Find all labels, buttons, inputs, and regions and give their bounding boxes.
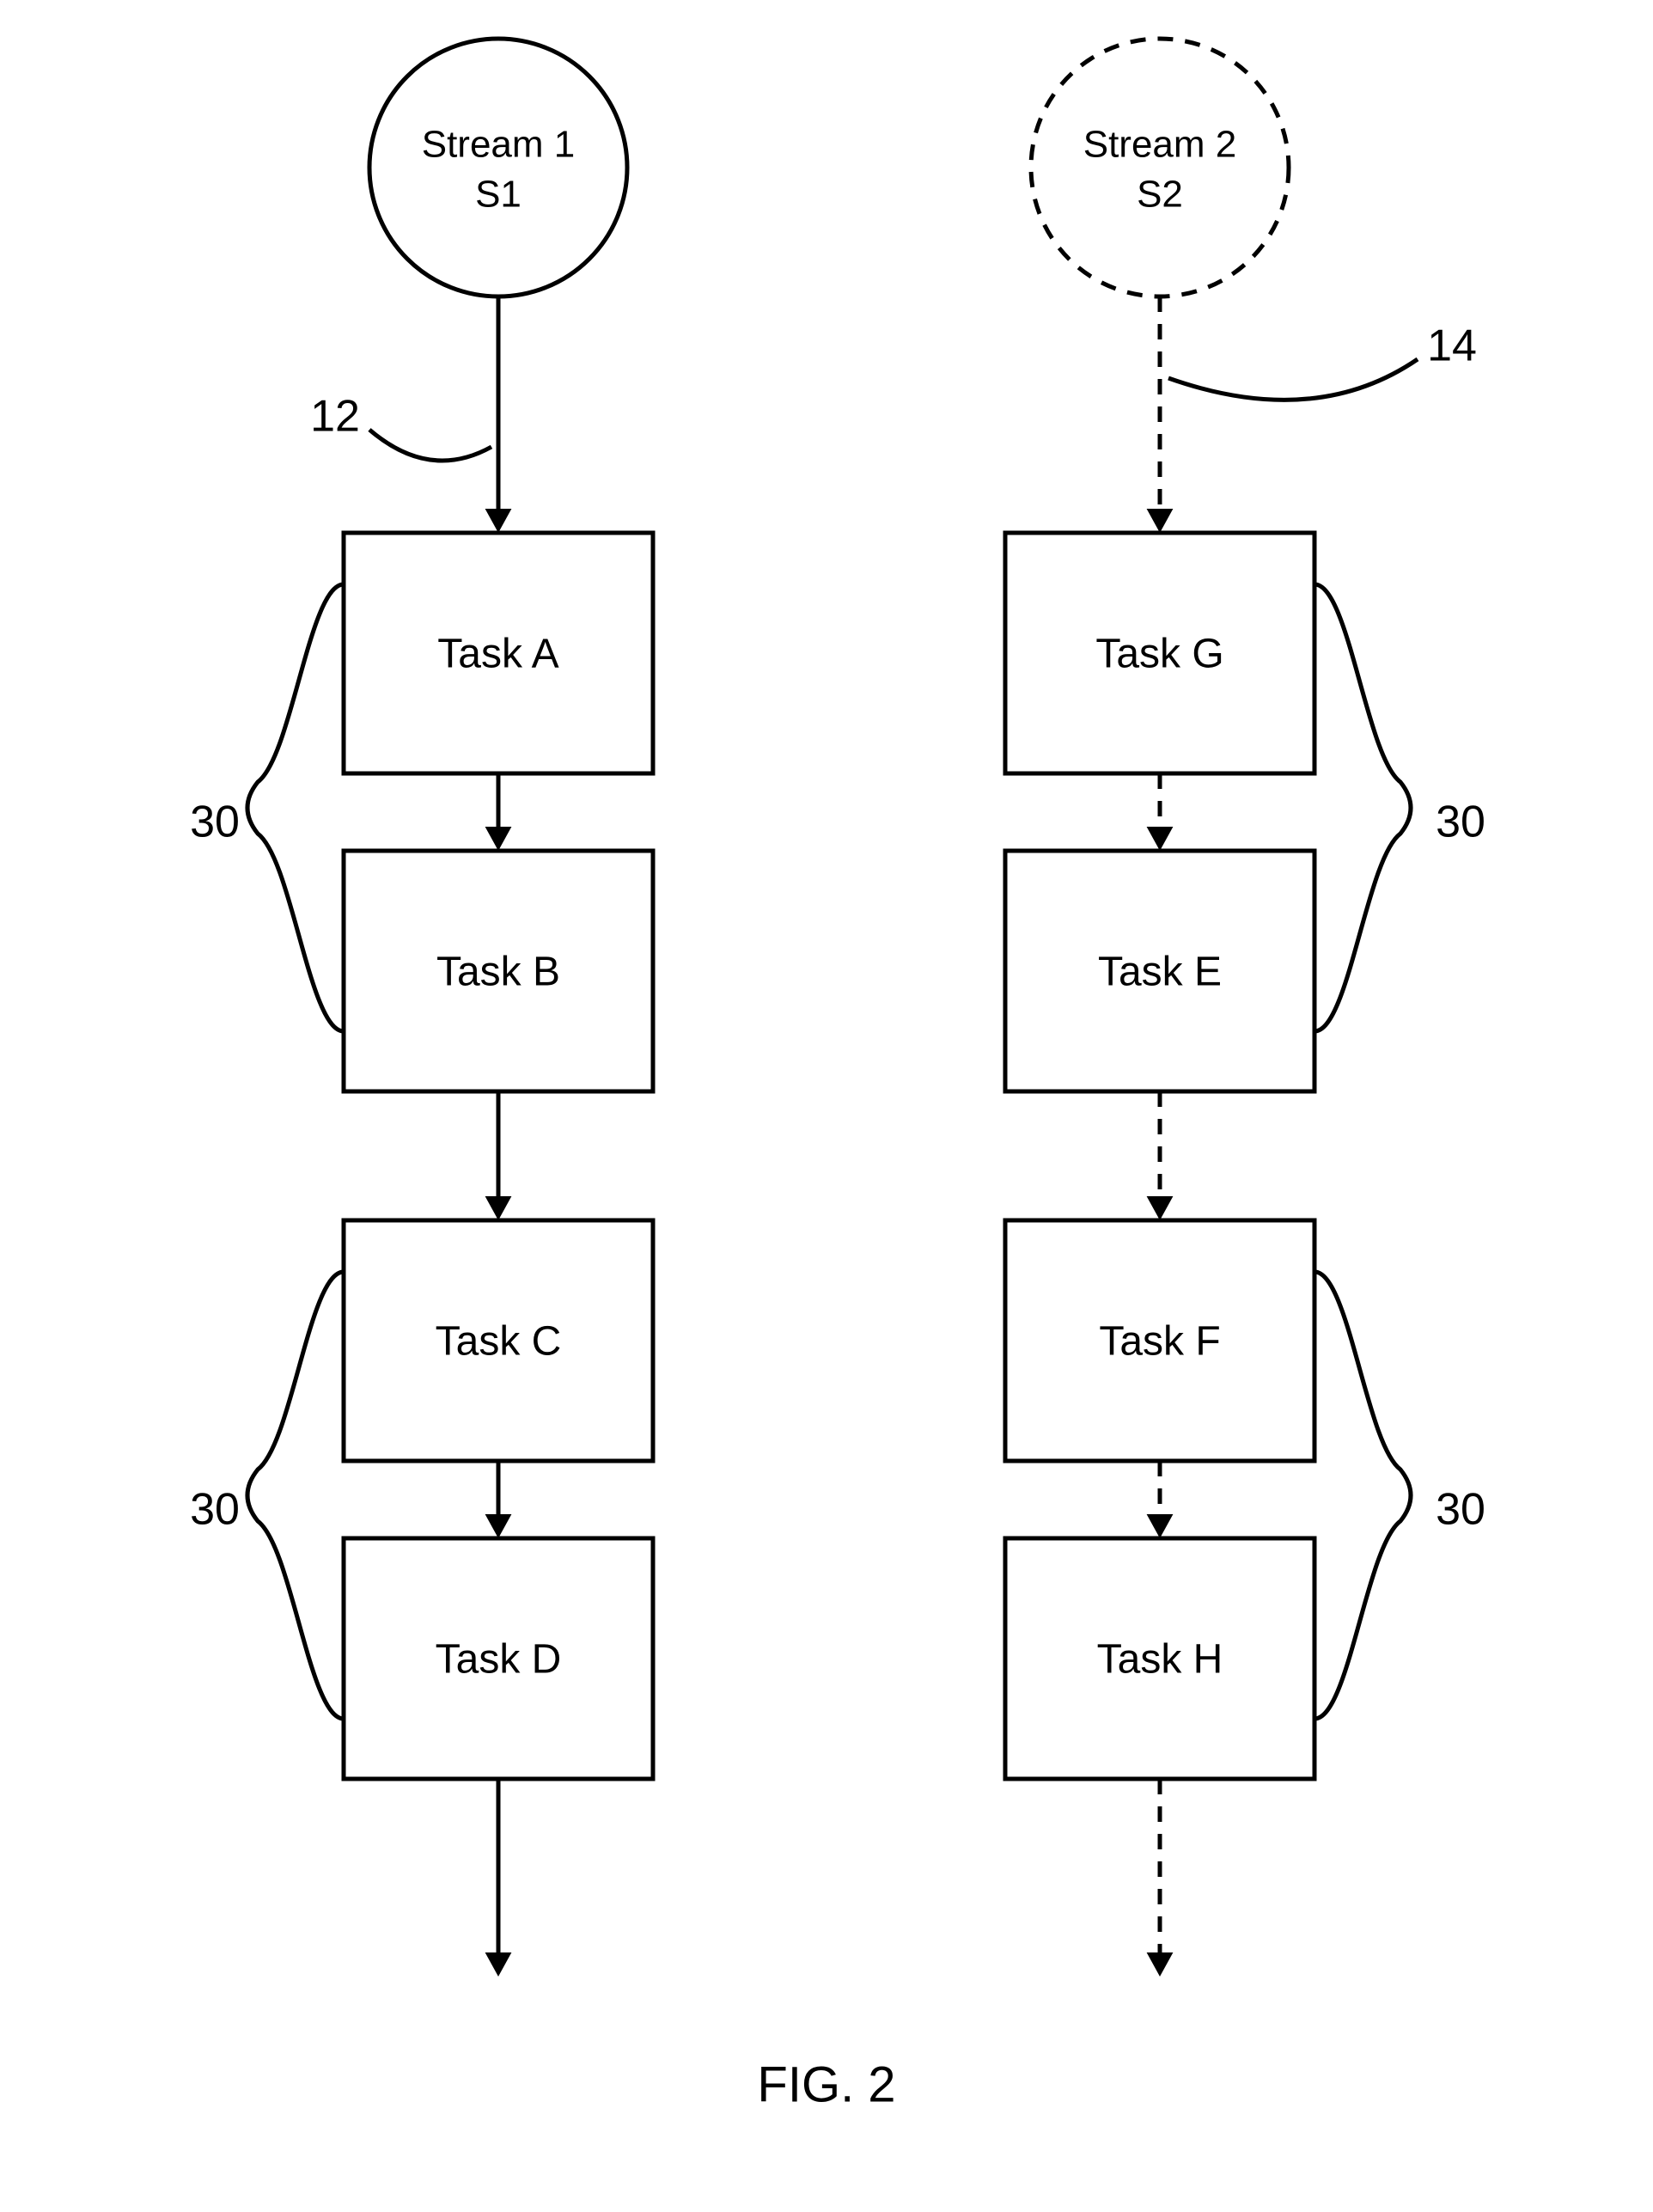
stream-title-s2: Stream 2 xyxy=(1083,124,1237,166)
task-label-s1-2: Task C xyxy=(436,1319,562,1365)
brace-label-s2-1: 30 xyxy=(1436,1485,1485,1535)
task-label-s2-1: Task E xyxy=(1098,950,1222,995)
figure-title: FIG. 2 xyxy=(757,2056,895,2112)
task-label-s1-3: Task D xyxy=(436,1637,562,1683)
brace-label-s2-0: 30 xyxy=(1436,797,1485,847)
ref-label-s1: 12 xyxy=(310,392,360,442)
brace-label-s1-0: 30 xyxy=(190,797,240,847)
task-label-s2-3: Task H xyxy=(1097,1637,1223,1683)
stream-title-s1: Stream 1 xyxy=(422,124,576,166)
stream-subtitle-s2: S2 xyxy=(1137,174,1183,216)
task-label-s2-0: Task G xyxy=(1095,632,1223,677)
flowchart-diagram: Stream 1 S1 Task A Task B Task C Task D 12 30 30… xyxy=(0,0,1653,2212)
task-label-s2-2: Task F xyxy=(1099,1319,1220,1365)
task-label-s1-1: Task B xyxy=(436,950,560,995)
stream-subtitle-s1: S1 xyxy=(475,174,522,216)
brace-label-s1-1: 30 xyxy=(190,1485,240,1535)
task-label-s1-0: Task A xyxy=(437,632,558,677)
ref-label-s2: 14 xyxy=(1427,321,1477,371)
